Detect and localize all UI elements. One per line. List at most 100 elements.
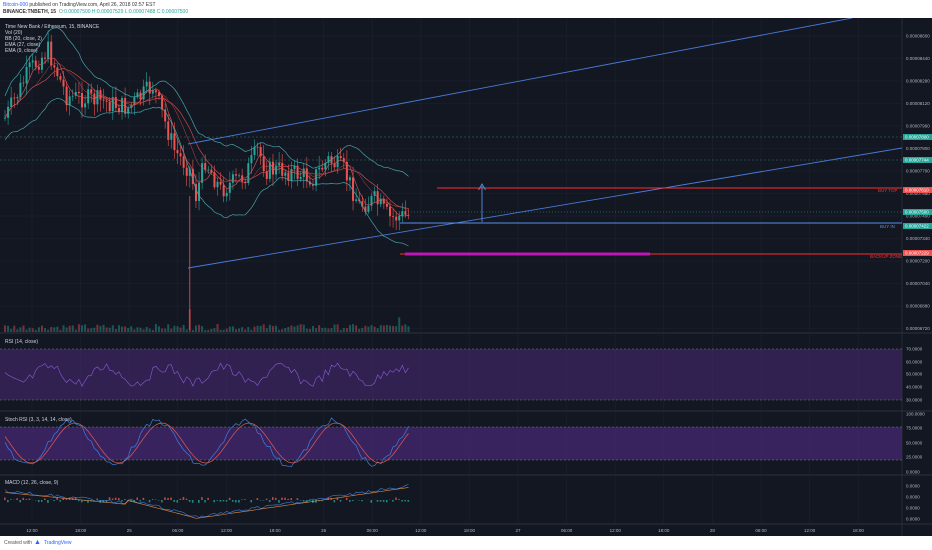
macd-hist-bar	[204, 500, 206, 503]
volume-bar	[336, 324, 339, 332]
volume-bar	[395, 326, 398, 332]
volume-bar	[161, 328, 164, 332]
candle-body	[244, 181, 247, 184]
rsi-tick-label: 40.0000	[906, 385, 923, 390]
volume-bar	[376, 328, 379, 332]
candle-body	[111, 97, 114, 112]
candle-body	[68, 96, 71, 106]
arrow-up-icon	[478, 183, 486, 191]
stoch-band	[0, 427, 902, 460]
candle-body	[253, 146, 256, 156]
macd-hist-bar	[231, 500, 234, 502]
macd-hist-bar	[37, 500, 40, 503]
candle-body	[336, 156, 339, 168]
price-tag-label: 0.00007744	[905, 158, 929, 163]
volume-bar	[167, 324, 170, 332]
macd-hist-bar	[77, 500, 80, 502]
price-tick-label: 0.00006880	[906, 304, 930, 309]
rsi-tick-label: 70.0000	[906, 347, 923, 352]
candle-body	[158, 92, 160, 96]
volume-bar	[22, 325, 25, 332]
volume-bar	[355, 325, 358, 332]
candle-body	[31, 60, 34, 63]
time-tick-label: 12:00	[804, 528, 816, 533]
volume-bar	[77, 324, 80, 332]
volume-bar	[407, 326, 410, 332]
volume-bar	[139, 327, 142, 332]
volume-bar	[93, 327, 96, 332]
time-tick-label: 12:00	[610, 528, 622, 533]
volume-bar	[154, 324, 157, 332]
candle-body	[194, 184, 197, 202]
volume-bar	[65, 327, 68, 332]
legend-ema9: EMA (9, close)	[5, 48, 38, 54]
publish-date: published on TradingView.com, April 26, …	[28, 2, 156, 8]
candle-body	[167, 121, 170, 140]
macd-hist-bar	[22, 497, 25, 500]
candle-body	[404, 211, 407, 215]
author-link[interactable]: Bitcoin-000	[3, 2, 29, 8]
macd-hist-bar	[333, 500, 336, 503]
candle-body	[296, 165, 299, 179]
macd-hist-bar	[56, 497, 58, 500]
macd-hist-bar	[265, 498, 268, 500]
candle-body	[379, 198, 382, 205]
macd-hist-bar	[99, 500, 102, 503]
macd-hist-bar	[281, 497, 283, 500]
price-tick-label: 0.00007960	[906, 124, 930, 129]
candle-body	[71, 95, 74, 97]
macd-hist-bar	[228, 497, 231, 500]
macd-hist-bar	[201, 497, 203, 500]
candle-body	[207, 169, 210, 171]
candle-body	[74, 91, 77, 96]
macd-hist-bar	[244, 499, 246, 500]
volume-bar	[281, 329, 284, 332]
candle-body	[265, 171, 268, 179]
volume-bar	[352, 324, 355, 332]
chart-canvas[interactable]: 70.0000 60.0000 50.0000 40.0000 30.0000 100.…	[0, 18, 932, 536]
price-tick-label: 0.00008280	[906, 79, 930, 84]
volume-bar	[158, 326, 160, 332]
candle-body	[247, 163, 250, 184]
macd-hist-bar	[173, 500, 175, 502]
candle-body	[87, 89, 90, 104]
price-tick-label: 0.00008600	[906, 34, 930, 39]
price-tag	[903, 223, 932, 229]
macd-hist-bar	[284, 497, 286, 500]
volume-bar	[31, 328, 34, 332]
volume-bar	[250, 329, 253, 332]
volume-bar	[382, 325, 385, 332]
volume-bar	[247, 327, 250, 332]
macd-hist-bar	[167, 497, 169, 500]
time-tick-label: 26	[321, 528, 327, 533]
price-tag	[903, 157, 932, 163]
macd-hist-bar	[164, 497, 166, 500]
candle-body	[370, 195, 373, 206]
candle-body	[395, 216, 398, 221]
volume-bar	[370, 325, 373, 332]
macd-hist-bar	[250, 500, 252, 503]
candle-body	[213, 172, 216, 188]
macd-hist-bar	[361, 500, 363, 502]
volume-bar	[392, 325, 395, 332]
tradingview-brand[interactable]: TradingView	[44, 540, 72, 546]
stoch-tick-label: 75.0000	[906, 426, 923, 431]
price-tick-label: 0.00007200	[906, 259, 930, 264]
volume-bar	[198, 324, 201, 332]
ema9-line	[4, 57, 409, 217]
macd-hist-bar	[404, 500, 406, 502]
rsi-tick-label: 30.0000	[906, 398, 923, 403]
macd-hist-bar	[53, 500, 55, 501]
volume-bar	[71, 325, 74, 332]
candle-body	[44, 57, 47, 59]
candle-body	[50, 41, 53, 66]
macd-hist-bar	[142, 497, 145, 500]
volume-bar	[299, 324, 302, 332]
candle-body	[13, 97, 16, 99]
volume-bar	[373, 326, 376, 332]
candle-body	[148, 81, 151, 94]
indicator-legend: Time New Bank / Ethereum, 15, BINANCE Vo…	[5, 24, 99, 54]
volume-bar	[10, 328, 13, 332]
macd-hist-bar	[114, 497, 117, 500]
volume-bar	[385, 324, 388, 332]
